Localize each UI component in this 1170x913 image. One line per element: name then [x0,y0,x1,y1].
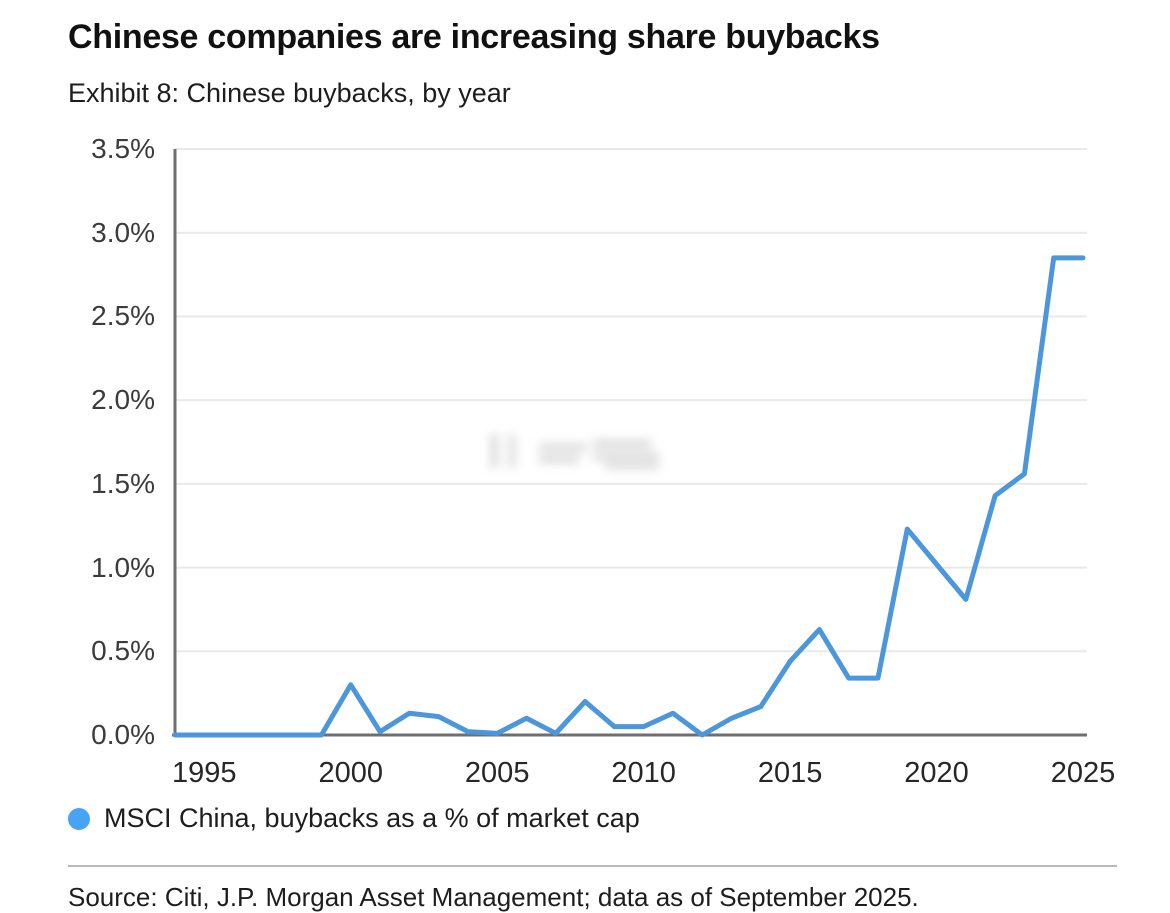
y-axis-tick-label: 3.5% [91,133,155,164]
footer-divider [68,865,1117,867]
page-subtitle: Exhibit 8: Chinese buybacks, by year [68,78,511,108]
chart-legend: MSCI China, buybacks as a % of market ca… [68,803,640,834]
legend-dot-icon [68,807,90,830]
y-axis-tick-label: 2.5% [91,300,155,332]
x-axis-tick-label: 2025 [1050,757,1116,789]
line-chart-plot [172,148,1087,738]
y-axis-tick-label: 3.0% [91,216,155,248]
x-axis-tick-label: 2015 [757,757,823,789]
source-note: Source: Citi, J.P. Morgan Asset Manageme… [68,882,919,912]
chart-container: 0.0% 0.5% 1.0% 1.5% 2.0% 2.5% 3.0% 3.5% 1995 200… [0,120,1170,789]
x-axis-tick-label: 2005 [464,757,530,789]
y-axis-tick-label: 1.0% [91,551,155,583]
x-axis-tick-label: 1995 [172,757,237,789]
y-axis-tick-label: 1.5% [91,467,155,499]
x-axis-tick-label: 2000 [318,757,383,789]
x-axis-tick-label: 2020 [904,757,969,789]
legend-item-label: MSCI China, buybacks as a % of market ca… [104,803,640,833]
page-title: Chinese companies are increasing share b… [68,18,880,56]
y-axis-tick-label: 0.5% [91,635,155,667]
y-axis-tick-label: 0.0% [91,719,155,750]
y-axis-tick-label: 2.0% [91,384,155,416]
x-axis-ticks: 1995 2000 2005 2010 2015 2020 2025 [0,757,1170,797]
x-axis-tick-label: 2010 [611,757,676,789]
